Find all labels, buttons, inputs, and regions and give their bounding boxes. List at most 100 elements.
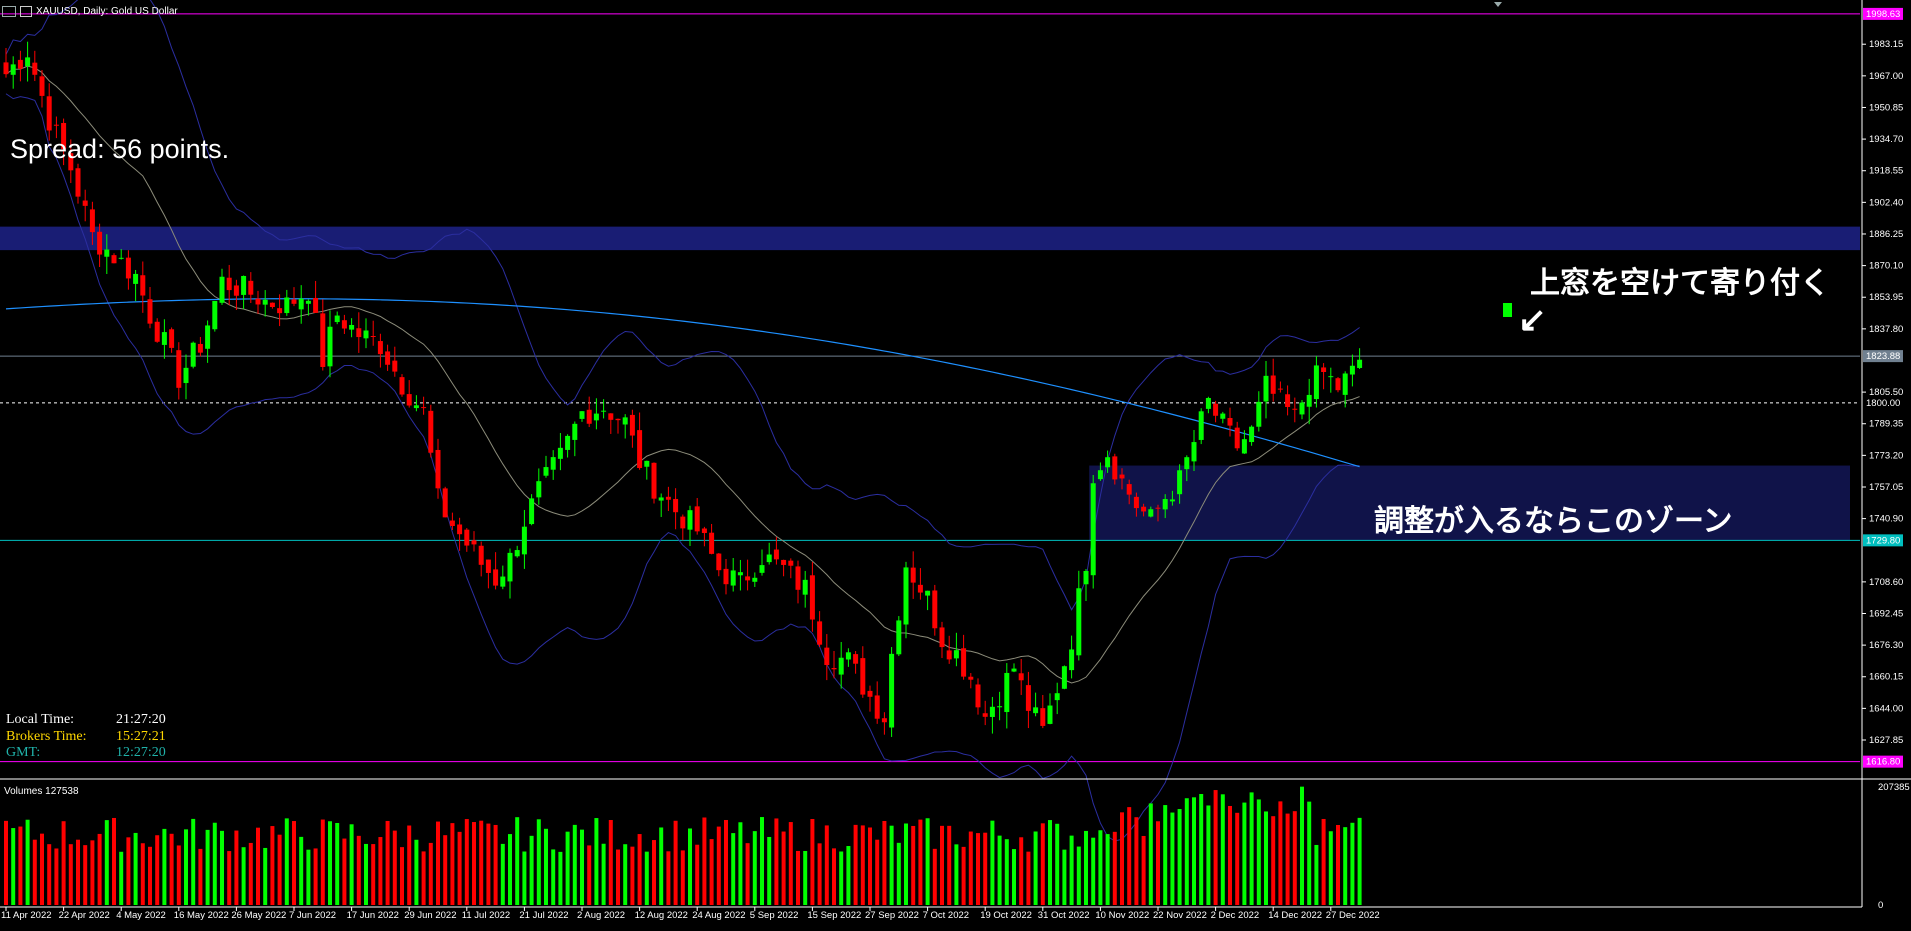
chart-shift-marker bbox=[1494, 2, 1502, 7]
candle-body bbox=[968, 676, 974, 680]
candle-body bbox=[845, 652, 851, 660]
volume-bar bbox=[1307, 801, 1312, 905]
price-tick-label: 1773.20 bbox=[1869, 450, 1903, 461]
volume-bar bbox=[241, 847, 246, 905]
clock-gmt-value: 12:27:20 bbox=[116, 745, 166, 760]
candle-body bbox=[932, 590, 938, 629]
volume-bar bbox=[18, 826, 23, 905]
volume-bar bbox=[119, 851, 124, 905]
volume-bar bbox=[270, 826, 275, 905]
candle-body bbox=[881, 718, 887, 723]
candle-body bbox=[421, 407, 427, 409]
volume-bar bbox=[644, 851, 649, 905]
volume-bar bbox=[450, 823, 455, 905]
volume-bar bbox=[25, 819, 30, 905]
volume-bar bbox=[1350, 822, 1355, 905]
volume-bar bbox=[162, 828, 167, 905]
volume-bar bbox=[54, 848, 59, 905]
candle-body bbox=[579, 411, 585, 419]
volume-bar bbox=[824, 825, 829, 905]
candle-body bbox=[745, 576, 751, 581]
candle-body bbox=[601, 410, 607, 412]
volume-bar bbox=[500, 843, 505, 905]
volume-bar bbox=[68, 844, 73, 905]
candle-body bbox=[53, 124, 59, 126]
volume-bar bbox=[40, 833, 44, 905]
volume-bar bbox=[234, 830, 239, 905]
volume-bar bbox=[443, 835, 448, 905]
volume-bar bbox=[342, 838, 347, 905]
candle-body bbox=[838, 657, 844, 675]
annotation-arrow: ↙ bbox=[1518, 301, 1547, 339]
candle-body bbox=[507, 552, 513, 582]
candle-body bbox=[1054, 693, 1060, 701]
candle-body bbox=[1349, 365, 1355, 375]
candle-body bbox=[334, 315, 340, 323]
candle-body bbox=[1105, 457, 1111, 468]
volume-bar bbox=[1336, 825, 1340, 905]
candle-body bbox=[305, 300, 311, 304]
volume-bar bbox=[551, 849, 556, 905]
volume-bar bbox=[428, 842, 433, 905]
candle-body bbox=[154, 321, 160, 342]
price-tick-label: 1902.40 bbox=[1869, 197, 1903, 208]
clock-broker-label: Brokers Time: bbox=[6, 729, 87, 744]
candle-body bbox=[615, 418, 621, 421]
price-tick-label: 1837.80 bbox=[1869, 324, 1903, 335]
candle-body bbox=[327, 326, 333, 367]
volume-bar bbox=[940, 825, 944, 905]
volume-bar bbox=[565, 831, 570, 905]
clock-local-value: 21:27:20 bbox=[116, 712, 166, 727]
time-tick-label: 17 Jun 2022 bbox=[347, 910, 399, 921]
candle-body bbox=[277, 308, 283, 314]
candle-body bbox=[1227, 418, 1233, 426]
price-label: 1800.00 bbox=[1866, 398, 1900, 409]
volume-bar bbox=[652, 840, 656, 905]
price-label-box bbox=[1863, 7, 1903, 20]
candle-body bbox=[903, 567, 909, 625]
time-tick-label: 27 Dec 2022 bbox=[1326, 910, 1380, 921]
time-tick-label: 16 May 2022 bbox=[174, 910, 229, 921]
volume-bar bbox=[911, 825, 916, 905]
candle-body bbox=[226, 277, 232, 291]
volume-bar bbox=[155, 835, 160, 905]
candle-body bbox=[1205, 398, 1211, 409]
volume-bar bbox=[248, 842, 253, 905]
candle-body bbox=[370, 336, 376, 338]
volume-bar bbox=[371, 844, 376, 905]
candle-body bbox=[773, 549, 779, 560]
volume-bar bbox=[1256, 799, 1261, 905]
volume-bar bbox=[860, 825, 865, 905]
price-label: 1616.80 bbox=[1866, 757, 1900, 768]
time-tick-label: 22 Nov 2022 bbox=[1153, 910, 1207, 921]
candle-body bbox=[356, 328, 362, 338]
candle-body bbox=[874, 695, 880, 719]
volume-bar bbox=[666, 851, 671, 905]
clock-local: Local Time: 21:27:20 bbox=[6, 712, 166, 728]
candle-body bbox=[550, 457, 556, 470]
volume-axis-label: 207385 bbox=[1878, 782, 1910, 793]
candle-body bbox=[521, 526, 527, 555]
volume-bar bbox=[868, 827, 872, 905]
zone-0 bbox=[0, 226, 1860, 251]
candle-body bbox=[176, 350, 182, 388]
price-label-box bbox=[1863, 396, 1903, 409]
volume-bar bbox=[292, 821, 296, 905]
volume-bar bbox=[126, 837, 131, 905]
candle-body bbox=[1184, 457, 1190, 470]
volume-bar bbox=[954, 844, 959, 905]
candle-body bbox=[781, 559, 787, 565]
time-tick-label: 15 Sep 2022 bbox=[807, 910, 861, 921]
candle-body bbox=[485, 559, 491, 573]
volumes-title: Volumes 127538 bbox=[4, 786, 79, 797]
volume-bar bbox=[688, 828, 692, 905]
candle-body bbox=[1162, 499, 1168, 510]
volume-bar bbox=[472, 822, 476, 905]
time-tick-label: 31 Oct 2022 bbox=[1038, 910, 1090, 921]
volume-bar bbox=[508, 834, 512, 905]
volume-bar bbox=[724, 819, 728, 905]
candle-body bbox=[1011, 668, 1017, 672]
candle-body bbox=[982, 713, 988, 717]
candle-body bbox=[183, 367, 189, 384]
